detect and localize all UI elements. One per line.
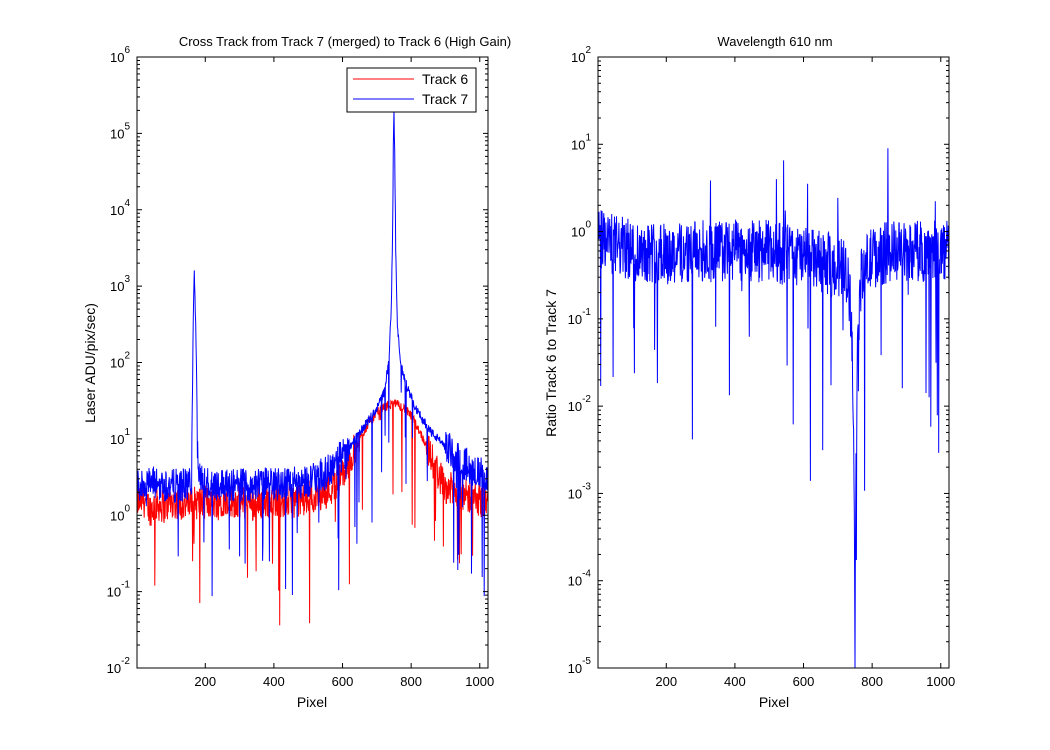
legend-label-track-6: Track 6 [422, 71, 468, 87]
x-tick-label: 400 [724, 674, 746, 689]
y-tick-base: 10 [110, 203, 124, 218]
y-tick-exp: 0 [585, 220, 591, 231]
y-tick-label: 106 [110, 45, 130, 65]
panel-ratio: 200 400 600 800 100010-510-410-310-210-11001… [543, 34, 955, 710]
y-tick-label: 101 [110, 427, 130, 447]
y-tick-base: 10 [568, 312, 582, 327]
y-tick-exp: 1 [124, 427, 130, 438]
y-tick-exp: -3 [582, 481, 591, 492]
y-tick-label: 102 [110, 351, 130, 371]
y-tick-base: 10 [568, 486, 582, 501]
x-tick-label: 600 [332, 674, 354, 689]
legend-label-track-7: Track 7 [422, 91, 468, 107]
series-line-ratio [598, 148, 949, 668]
y-tick-base: 10 [107, 661, 121, 676]
y-tick-exp: 4 [124, 198, 130, 209]
y-tick-base: 10 [568, 574, 582, 589]
series-line-track-7 [137, 109, 488, 597]
y-tick-label: 10-5 [568, 656, 592, 676]
y-tick-label: 10-2 [107, 656, 131, 676]
y-tick-label: 10-1 [107, 580, 131, 600]
x-axis-label: Pixel [759, 694, 789, 710]
y-tick-label: 104 [110, 198, 130, 218]
y-axis-label: Ratio Track 6 to Track 7 [543, 289, 559, 437]
y-tick-base: 10 [110, 508, 124, 523]
y-tick-base: 10 [571, 225, 585, 240]
y-tick-base: 10 [110, 432, 124, 447]
y-tick-base: 10 [110, 279, 124, 294]
y-tick-label: 100 [571, 220, 591, 240]
y-tick-exp: 6 [124, 45, 130, 56]
x-tick-label: 800 [400, 674, 422, 689]
chart-title: Cross Track from Track 7 (merged) to Tra… [179, 34, 511, 49]
y-tick-base: 10 [110, 126, 124, 141]
y-tick-exp: 2 [124, 351, 130, 362]
y-tick-base: 10 [110, 50, 124, 65]
y-tick-label: 103 [110, 274, 130, 294]
x-tick-label: 200 [655, 674, 677, 689]
y-tick-exp: -2 [582, 394, 591, 405]
y-tick-exp: -2 [121, 656, 130, 667]
y-tick-exp: 1 [585, 132, 591, 143]
y-tick-exp: 5 [124, 121, 130, 132]
y-tick-label: 10-1 [568, 307, 592, 327]
x-tick-label: 200 [194, 674, 216, 689]
y-tick-exp: 2 [585, 45, 591, 56]
x-tick-label: 400 [263, 674, 285, 689]
legend: Track 6 Track 7 [346, 67, 477, 113]
y-tick-base: 10 [107, 585, 121, 600]
panel-track-comparison: 200 400 600 800 100010-210-11001011021031041… [82, 34, 511, 710]
y-tick-exp: -5 [582, 656, 591, 667]
series-line-track-6 [137, 399, 488, 626]
y-axis-label: Laser ADU/pix/sec) [82, 303, 98, 423]
x-tick-label: 800 [861, 674, 883, 689]
y-tick-label: 10-4 [568, 569, 592, 589]
y-tick-label: 10-3 [568, 481, 592, 501]
chart-title: Wavelength 610 nm [717, 34, 832, 49]
legend-box [346, 67, 477, 113]
y-tick-label: 10-2 [568, 394, 592, 414]
y-tick-base: 10 [110, 356, 124, 371]
y-tick-label: 102 [571, 45, 591, 65]
x-tick-label: 1000 [465, 674, 494, 689]
y-tick-exp: -1 [582, 307, 591, 318]
y-tick-label: 100 [110, 503, 130, 523]
y-tick-base: 10 [571, 137, 585, 152]
x-axis-label: Pixel [297, 694, 327, 710]
y-tick-label: 105 [110, 121, 130, 141]
x-tick-label: 600 [793, 674, 815, 689]
y-tick-exp: 0 [124, 503, 130, 514]
y-tick-label: 101 [571, 132, 591, 152]
y-tick-base: 10 [568, 399, 582, 414]
y-tick-exp: -1 [121, 580, 130, 591]
y-tick-base: 10 [568, 661, 582, 676]
y-tick-base: 10 [571, 50, 585, 65]
y-tick-exp: -4 [582, 569, 591, 580]
x-tick-label: 1000 [926, 674, 955, 689]
plot-frame [597, 56, 950, 669]
y-tick-exp: 3 [124, 274, 130, 285]
